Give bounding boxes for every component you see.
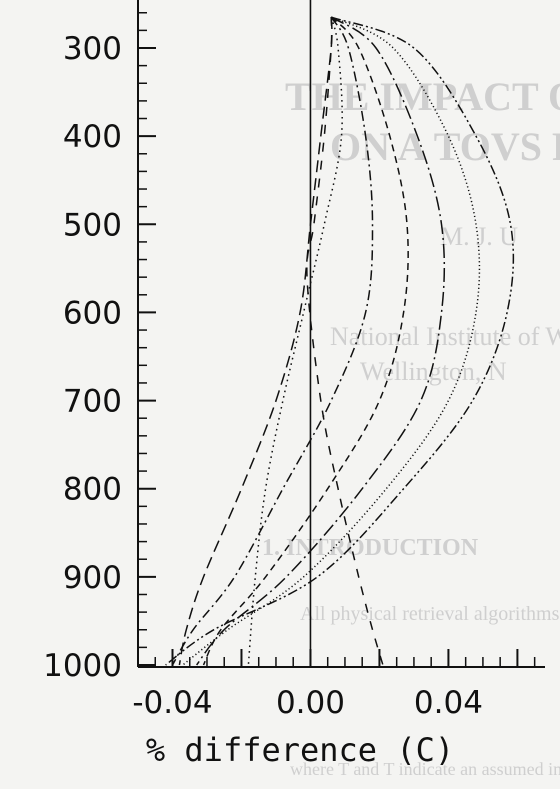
- plot-frame: [137, 0, 545, 668]
- y-tick-label: 500: [63, 207, 122, 243]
- y-tick-label: 1000: [43, 648, 122, 684]
- series-layer: [165, 16, 515, 666]
- bleed-through-text: Wellington, N: [360, 357, 507, 386]
- bleed-through-text-layer: THE IMPACT OF TOTON A TOVS RETRM. J. UNa…: [262, 74, 560, 779]
- ticks-layer: [137, 11, 536, 667]
- y-tick-label: 800: [63, 472, 122, 508]
- labels-layer: 300 400 500 600 700 800 900 1000 -0.04 0.00 0.04 % …: [43, 31, 483, 769]
- y-tick-label: 600: [63, 295, 122, 331]
- x-tick-label: 0.00: [276, 685, 345, 721]
- x-tick-label: -0.04: [132, 685, 212, 721]
- bleed-through-text: THE IMPACT OF TOT: [285, 74, 560, 119]
- x-tick-label: 0.04: [414, 685, 483, 721]
- bleed-through-text: 1. INTRODUCTION: [262, 535, 479, 561]
- series-line-3: [171, 16, 374, 666]
- series-line-7: [165, 16, 515, 666]
- y-tick-label: 400: [63, 119, 122, 155]
- bleed-through-text: ON A TOVS RETR: [330, 124, 560, 169]
- bleed-through-text: All physical retrieval algorithms, wheth…: [300, 603, 560, 625]
- y-tick-label: 900: [63, 560, 122, 596]
- series-line-5: [196, 16, 446, 666]
- y-tick-label: 300: [63, 31, 122, 67]
- series-line-8: [306, 17, 384, 666]
- series-line-4: [202, 16, 409, 666]
- y-tick-label: 700: [63, 384, 122, 420]
- series-line-1: [178, 17, 333, 666]
- x-axis-title: % difference (C): [146, 731, 454, 769]
- bleed-through-text: National Institute of Water: [330, 322, 560, 351]
- bleed-through-text: where T and T indicate an assumed in: [290, 759, 560, 779]
